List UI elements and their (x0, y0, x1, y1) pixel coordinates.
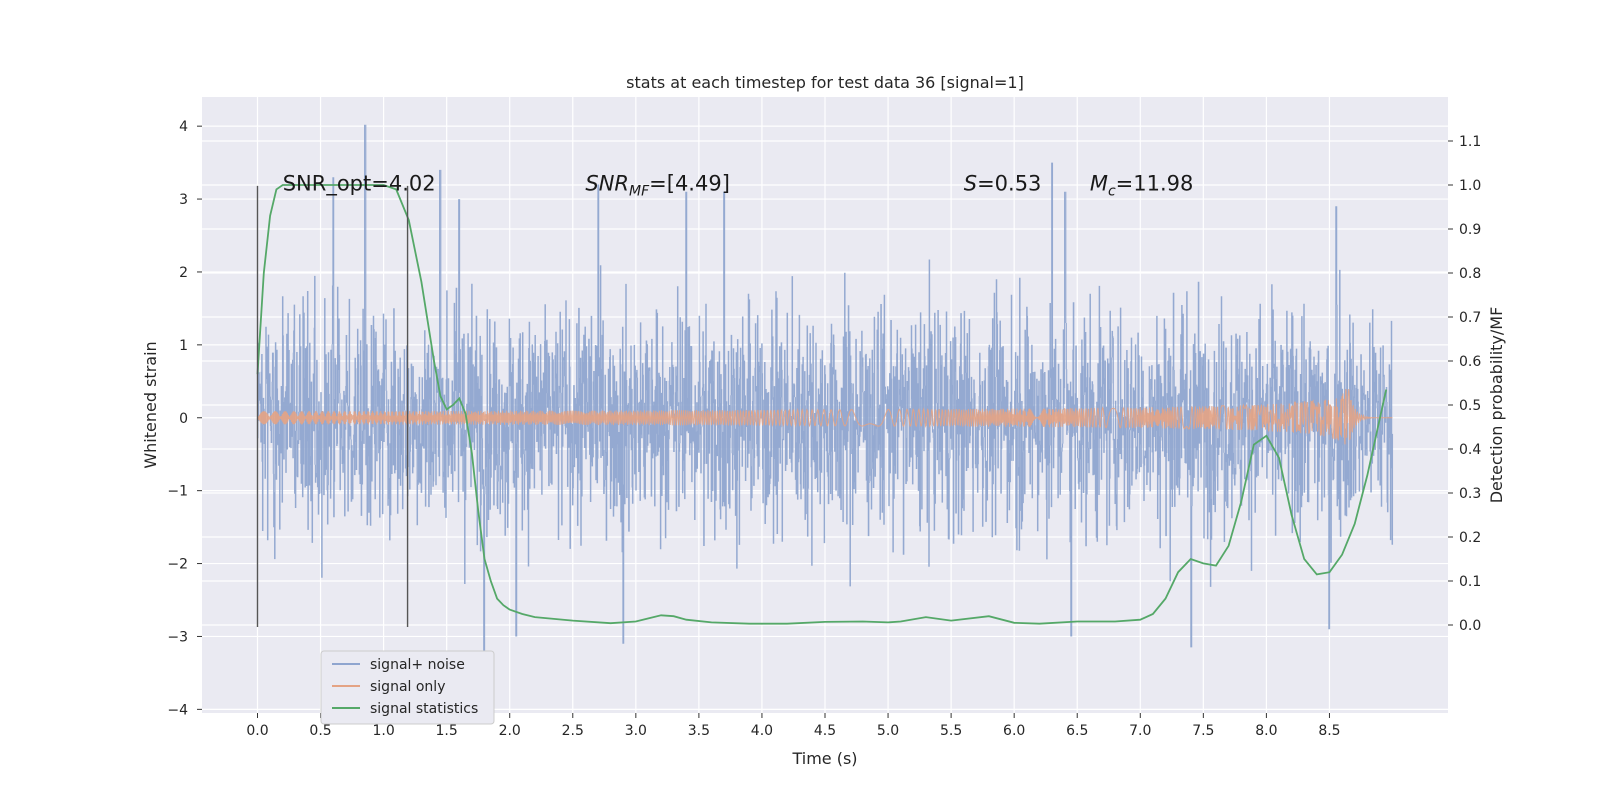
x-tick-label: 8.0 (1255, 723, 1277, 739)
x-tick-label: 7.5 (1192, 723, 1214, 739)
x-tick-label: 6.0 (1003, 723, 1025, 739)
y-left-tick-label: 3 (179, 192, 188, 208)
y-right-tick-label: 0.8 (1459, 266, 1481, 282)
x-axis-title: Time (s) (791, 749, 857, 768)
x-tick-label: 8.5 (1318, 723, 1340, 739)
x-tick-label: 3.0 (625, 723, 647, 739)
y-left-tick-label: −3 (167, 629, 188, 645)
x-tick-label: 2.5 (562, 723, 584, 739)
x-tick-label: 5.5 (940, 723, 962, 739)
y-right-tick-label: 1.1 (1459, 134, 1481, 150)
x-tick-label: 4.5 (814, 723, 836, 739)
chart-title: stats at each timestep for test data 36 … (626, 73, 1024, 92)
x-tick-label: 0.5 (309, 723, 331, 739)
y-left-tick-label: −1 (167, 484, 188, 500)
series-signal-statistics (256, 184, 1388, 625)
x-tick-label: 5.0 (877, 723, 899, 739)
y-right-tick-label: 0.4 (1459, 442, 1481, 458)
tick-layer: 0.0 0.5 1.0 1.5 2.0 2.5 3.0 3.5 4.0 4.5 5.0 5.5 6.0 6… (167, 119, 1481, 739)
y-left-tick-label: 0 (179, 411, 188, 427)
y-left-tick-label: 4 (179, 119, 188, 135)
annotation-text: SNRMF=[4.49] (585, 171, 730, 199)
x-tick-label: 0.0 (246, 723, 268, 739)
y-right-tick-label: 0.1 (1459, 574, 1481, 590)
legend-box (320, 650, 495, 725)
annotation-text: Mc=11.98 (1090, 171, 1194, 199)
y-right-tick-label: 0.3 (1459, 486, 1481, 502)
y-right-tick-label: 0.2 (1459, 530, 1481, 546)
y-left-tick-label: −2 (167, 557, 188, 573)
y-left-axis-title: Whitened strain (141, 341, 160, 468)
x-tick-label: 2.0 (499, 723, 521, 739)
x-tick-label: 3.5 (688, 723, 710, 739)
y-right-tick-label: 1.0 (1459, 178, 1481, 194)
x-tick-label: 4.0 (751, 723, 773, 739)
annotation-text: S=0.53 (964, 171, 1042, 195)
y-right-axis-title: Detection probability/MF (1487, 307, 1506, 504)
y-right-tick-label: 0.5 (1459, 398, 1481, 414)
y-right-tick-label: 0.7 (1459, 310, 1481, 326)
x-tick-label: 1.5 (436, 723, 458, 739)
legend-label-signal-only: signal only (370, 679, 445, 695)
legend: signal+ noise signal only signal statist… (320, 650, 495, 725)
x-tick-label: 6.5 (1066, 723, 1088, 739)
x-tick-label: 7.0 (1129, 723, 1151, 739)
legend-label-signal-noise: signal+ noise (370, 657, 465, 673)
series-signal-only (257, 388, 1393, 445)
annotation-text: SNR_opt=4.02 (283, 171, 436, 196)
y-right-tick-label: 0.0 (1459, 618, 1481, 634)
y-left-tick-label: 1 (179, 338, 188, 354)
annotation-layer: SNR_opt=4.02 SNRMF=[4.49] S=0.53 Mc=11.98 (283, 171, 1194, 199)
y-left-tick-label: −4 (167, 702, 188, 718)
legend-label-signal-statistics: signal statistics (370, 701, 478, 717)
marker-layer (256, 185, 409, 627)
x-tick-label: 1.0 (372, 723, 394, 739)
y-right-tick-label: 0.6 (1459, 354, 1481, 370)
y-left-tick-label: 2 (179, 265, 188, 281)
y-right-tick-label: 0.9 (1459, 222, 1481, 238)
